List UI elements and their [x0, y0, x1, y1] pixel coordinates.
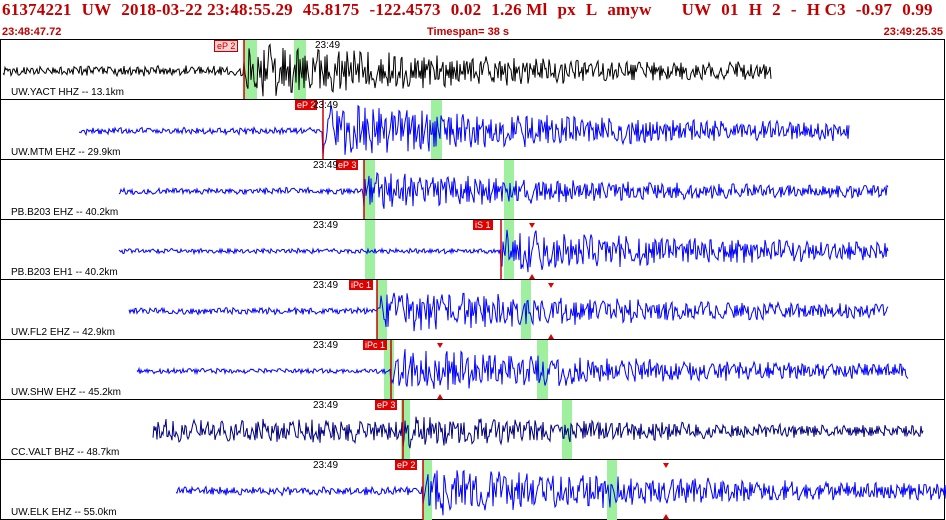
channel-label: PB.B203 EH1 -- 40.2km [11, 267, 118, 278]
channel-panel[interactable]: iS 1 23:49 PB.B203 EH1 -- 40.2km [0, 219, 945, 280]
seismogram-trace [118, 171, 889, 209]
n-value: 2 [772, 0, 781, 19]
channel-label: PB.B203 EHZ -- 40.2km [11, 207, 119, 218]
phase-pick-label[interactable]: iS 1 [473, 220, 493, 230]
l-flag: L [585, 0, 598, 19]
phase-pick-label[interactable]: eP 2 [395, 460, 418, 470]
waveform-plot [118, 160, 889, 220]
magnitude: 1.26 Ml [491, 0, 548, 19]
solution-code: 01 [721, 0, 739, 19]
seismogram-trace [2, 43, 772, 97]
depth: 0.02 [450, 0, 482, 19]
analysis-window [365, 220, 375, 280]
channel-panel[interactable]: eP 2 23:49 UW.MTM EHZ -- 29.9km [0, 99, 945, 160]
waveform-plot [136, 340, 909, 400]
amplitude-marker-top [663, 463, 669, 468]
amplitude-marker-bottom [529, 274, 535, 279]
amplitude-marker-bottom [548, 334, 554, 339]
amplitude-marker-bottom [663, 514, 669, 519]
h-flag: H [748, 0, 763, 19]
time-tick-label: 23:49 [313, 400, 339, 411]
phase-pick-label[interactable]: iPc 1 [363, 340, 388, 350]
channel-label: UW.ELK EHZ -- 55.0km [11, 507, 117, 518]
amplitude-marker-bottom [437, 394, 443, 399]
channel-panel[interactable]: iPc 1 23:49 UW.SHW EHZ -- 45.2km [0, 339, 945, 400]
origin-datetime: 2018-03-22 23:48:55.29 [121, 0, 293, 19]
time-tick-label: 23:49 [313, 220, 339, 231]
amplitude-marker-top [529, 223, 535, 228]
phase-pick-label[interactable]: eP 3 [375, 400, 398, 410]
px-flag: px [557, 0, 576, 19]
waveform-panels: eP 2 23:49 UW.YACT HHZ -- 13.1km eP 2 23:49 U… [0, 39, 946, 520]
seismogram-trace [78, 104, 850, 157]
time-tick-label: 23:49 [313, 160, 339, 171]
author: amyw [607, 0, 652, 19]
time-tick-label: 23:49 [313, 460, 339, 471]
channel-panel[interactable]: eP 3 23:49 PB.B203 EHZ -- 40.2km [0, 159, 945, 220]
channel-panel[interactable]: eP 2 23:49 UW.YACT HHZ -- 13.1km [0, 39, 945, 100]
event-id: 61374221 [2, 0, 72, 19]
value-1: -0.97 [855, 0, 893, 19]
waveform-plot [175, 460, 946, 520]
time-tick-label: 23:49 [315, 40, 341, 51]
network-code: UW [81, 0, 112, 19]
value-2: 0.99 [902, 0, 933, 19]
start-time: 23:48:47.72 [2, 26, 62, 38]
channel-label: UW.MTM EHZ -- 29.9km [11, 147, 121, 158]
channel-label: UW.FL2 EHZ -- 42.9km [11, 327, 115, 338]
amplitude-marker-top [437, 343, 443, 348]
seismogram-trace [136, 349, 909, 390]
analysis-window [377, 280, 387, 340]
waveform-plot [2, 40, 772, 100]
amplitude-marker-top [548, 283, 554, 288]
channel-panel[interactable]: eP 2 23:49 UW.ELK EHZ -- 55.0km [0, 459, 946, 520]
end-time: 23:49:25.35 [883, 26, 943, 38]
event-summary-line: 61374221 UW 2018-03-22 23:48:55.29 45.8175-… [2, 0, 933, 20]
time-tick-label: 23:49 [313, 340, 339, 351]
network-code-2: UW [681, 0, 712, 19]
seismogram-trace [175, 469, 946, 516]
channel-panel[interactable]: eP 3 23:49 CC.VALT BHZ -- 48.7km [0, 399, 945, 460]
analysis-window [423, 460, 432, 520]
seismogram-trace [128, 292, 889, 332]
analysis-window [504, 160, 514, 220]
waveform-plot [128, 280, 889, 340]
hc-flag: H C3 [806, 0, 846, 19]
time-tick-label: 23:49 [313, 100, 339, 111]
waveform-plot [118, 220, 889, 280]
event-header: 61374221 UW 2018-03-22 23:48:55.29 45.8175-… [0, 0, 946, 40]
channel-label: UW.YACT HHZ -- 13.1km [11, 87, 124, 98]
timespan: Timespan= 38 s [427, 26, 510, 38]
phase-pick-label[interactable]: eP 3 [336, 160, 359, 170]
latitude: 45.8175 [302, 0, 360, 19]
channel-panel[interactable]: iPc 1 23:49 UW.FL2 EHZ -- 42.9km [0, 279, 945, 340]
waveform-plot [152, 400, 924, 460]
dash: - [790, 0, 797, 19]
time-tick-label: 23:49 [313, 280, 339, 291]
waveform-plot [78, 100, 850, 160]
analysis-window [521, 280, 531, 340]
phase-pick-label[interactable]: eP 2 [295, 100, 318, 110]
phase-pick-label[interactable]: eP 2 [214, 40, 239, 52]
seismogram-trace [152, 416, 924, 449]
analysis-window [607, 460, 617, 520]
longitude: -122.4573 [369, 0, 441, 19]
channel-label: CC.VALT BHZ -- 48.7km [11, 447, 120, 458]
seismogram-trace [118, 229, 889, 273]
channel-label: UW.SHW EHZ -- 45.2km [11, 387, 122, 398]
phase-pick-label[interactable]: iPc 1 [349, 280, 374, 290]
